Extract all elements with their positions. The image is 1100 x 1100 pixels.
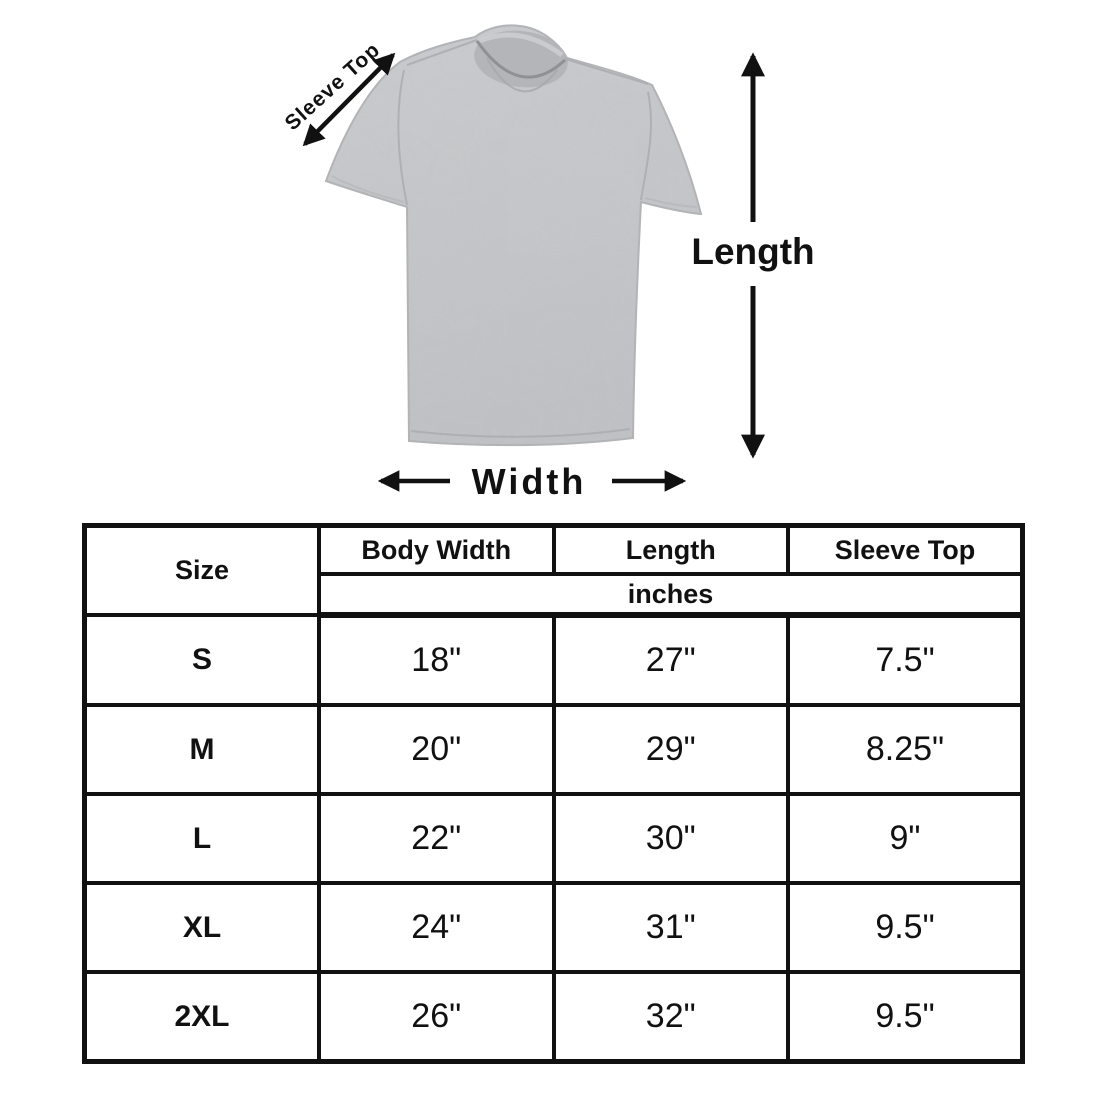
table-row: 2XL 26" 32" 9.5" [82, 970, 1025, 1064]
table-header-row: Size Body Width Length Sleeve Top [82, 523, 1025, 617]
body-width-cell: 26" [317, 970, 556, 1064]
table-row: XL 24" 31" 9.5" [82, 881, 1025, 974]
size-cell: 2XL [82, 970, 321, 1064]
length-cell: 29" [551, 703, 790, 796]
body-width-cell: 20" [317, 703, 556, 796]
body-width-cell: 22" [317, 792, 556, 885]
tshirt-diagram [302, 24, 766, 492]
measurement-arrows [302, 52, 766, 492]
length-cell: 32" [551, 970, 790, 1064]
column-header-size: Size [82, 523, 321, 617]
sleeve-top-cell: 9" [786, 792, 1025, 885]
width-label: Width [471, 461, 587, 502]
size-cell: XL [82, 881, 321, 974]
body-width-cell: 18" [317, 613, 556, 707]
seam-lines [331, 39, 698, 438]
length-label: Length [691, 231, 815, 272]
collar-graphic [474, 30, 568, 93]
table-row: S 18" 27" 7.5" [82, 613, 1025, 707]
sleeve-top-cell: 8.25" [786, 703, 1025, 796]
size-cell: S [82, 613, 321, 707]
sleeve-top-cell: 9.5" [786, 970, 1025, 1064]
table-unit-row: inches [85, 572, 1025, 618]
table-row: M 20" 29" 8.25" [82, 703, 1025, 796]
sleeve-top-cell: 7.5" [786, 613, 1025, 707]
body-width-cell: 24" [317, 881, 556, 974]
length-cell: 30" [551, 792, 790, 885]
sleeve-top-cell: 9.5" [786, 881, 1025, 974]
size-cell: M [82, 703, 321, 796]
size-chart-table: Size Body Width Length Sleeve Top inches… [82, 523, 1025, 1064]
unit-label: inches [317, 572, 1025, 618]
size-cell: L [82, 792, 321, 885]
length-cell: 31" [551, 881, 790, 974]
table-row: L 22" 30" 9" [82, 792, 1025, 885]
sleeve-top-arrow-icon [302, 52, 396, 147]
length-cell: 27" [551, 613, 790, 707]
column-header-length: Length [551, 523, 790, 576]
column-header-sleeve-top: Sleeve Top [786, 523, 1025, 576]
column-header-body-width: Body Width [317, 523, 556, 576]
